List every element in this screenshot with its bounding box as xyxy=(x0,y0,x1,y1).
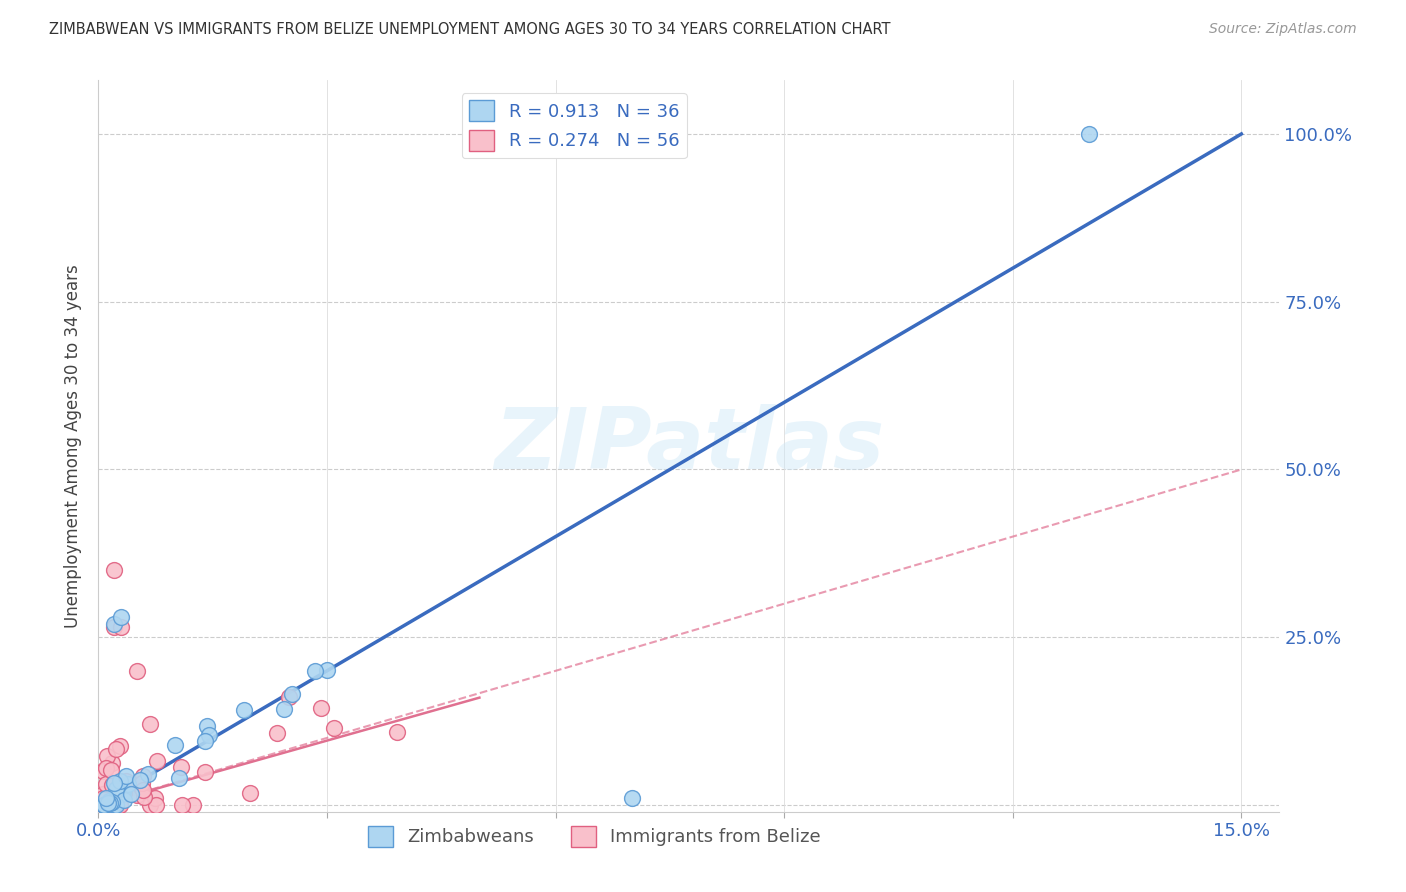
Point xyxy=(132,789,155,804)
Point xyxy=(170,760,193,774)
Point xyxy=(103,620,125,634)
Point xyxy=(104,797,127,812)
Point xyxy=(103,616,125,631)
Point xyxy=(273,702,295,716)
Point xyxy=(94,797,117,812)
Point xyxy=(101,778,124,792)
Point xyxy=(100,797,122,812)
Point xyxy=(316,663,339,677)
Point xyxy=(309,701,332,715)
Point xyxy=(93,797,115,812)
Point xyxy=(281,687,304,701)
Point xyxy=(112,786,135,800)
Point xyxy=(146,754,169,768)
Point xyxy=(194,734,217,748)
Point xyxy=(139,797,162,812)
Point xyxy=(163,738,186,752)
Point xyxy=(108,739,131,753)
Point xyxy=(110,797,132,812)
Point xyxy=(195,719,218,733)
Point xyxy=(143,791,166,805)
Point xyxy=(98,797,121,811)
Point xyxy=(96,797,118,812)
Point xyxy=(132,782,155,797)
Point xyxy=(93,797,115,812)
Point xyxy=(115,768,138,782)
Point xyxy=(105,797,128,812)
Point xyxy=(107,797,129,812)
Point xyxy=(117,776,139,790)
Point xyxy=(103,563,125,577)
Point xyxy=(104,782,127,797)
Point xyxy=(1078,127,1101,141)
Point xyxy=(93,797,115,812)
Point xyxy=(96,749,118,764)
Point xyxy=(232,703,254,717)
Point xyxy=(127,788,149,802)
Point xyxy=(107,776,129,790)
Point xyxy=(304,665,326,679)
Point xyxy=(94,797,117,812)
Point xyxy=(97,797,120,812)
Point xyxy=(93,797,115,812)
Point xyxy=(132,769,155,783)
Point xyxy=(129,772,152,787)
Point xyxy=(97,797,120,812)
Point xyxy=(110,784,132,798)
Point xyxy=(110,620,132,634)
Point xyxy=(129,780,152,795)
Point xyxy=(101,756,124,770)
Point xyxy=(170,797,193,812)
Point xyxy=(387,725,409,739)
Point xyxy=(98,797,121,812)
Point xyxy=(620,791,643,805)
Point xyxy=(181,797,204,812)
Text: ZIPatlas: ZIPatlas xyxy=(494,404,884,488)
Point xyxy=(94,777,117,791)
Point xyxy=(104,742,127,756)
Point xyxy=(91,788,114,802)
Point xyxy=(110,774,132,789)
Point xyxy=(167,771,190,785)
Point xyxy=(110,610,132,624)
Point xyxy=(103,776,125,790)
Point xyxy=(98,795,121,809)
Point xyxy=(112,793,135,807)
Point xyxy=(100,763,122,777)
Point xyxy=(194,765,217,780)
Point xyxy=(112,785,135,799)
Point xyxy=(136,767,159,781)
Point xyxy=(93,797,115,812)
Point xyxy=(118,780,141,794)
Point xyxy=(139,717,162,731)
Point xyxy=(266,726,288,740)
Text: Source: ZipAtlas.com: Source: ZipAtlas.com xyxy=(1209,22,1357,37)
Point xyxy=(103,797,125,812)
Point xyxy=(125,664,148,678)
Point xyxy=(97,797,120,811)
Point xyxy=(105,782,128,797)
Text: ZIMBABWEAN VS IMMIGRANTS FROM BELIZE UNEMPLOYMENT AMONG AGES 30 TO 34 YEARS CORR: ZIMBABWEAN VS IMMIGRANTS FROM BELIZE UNE… xyxy=(49,22,891,37)
Point xyxy=(91,764,114,778)
Point xyxy=(107,797,129,812)
Legend: Zimbabweans, Immigrants from Belize: Zimbabweans, Immigrants from Belize xyxy=(361,819,828,854)
Point xyxy=(94,791,117,805)
Point xyxy=(96,761,118,775)
Point xyxy=(101,795,124,809)
Point xyxy=(197,728,219,742)
Y-axis label: Unemployment Among Ages 30 to 34 years: Unemployment Among Ages 30 to 34 years xyxy=(65,264,83,628)
Point xyxy=(239,786,262,800)
Point xyxy=(145,797,167,812)
Point xyxy=(96,789,118,804)
Point xyxy=(131,776,153,790)
Point xyxy=(322,722,344,736)
Point xyxy=(91,790,114,805)
Point xyxy=(277,690,299,705)
Point xyxy=(114,773,136,788)
Point xyxy=(120,787,142,801)
Point xyxy=(110,788,132,802)
Point xyxy=(98,797,121,812)
